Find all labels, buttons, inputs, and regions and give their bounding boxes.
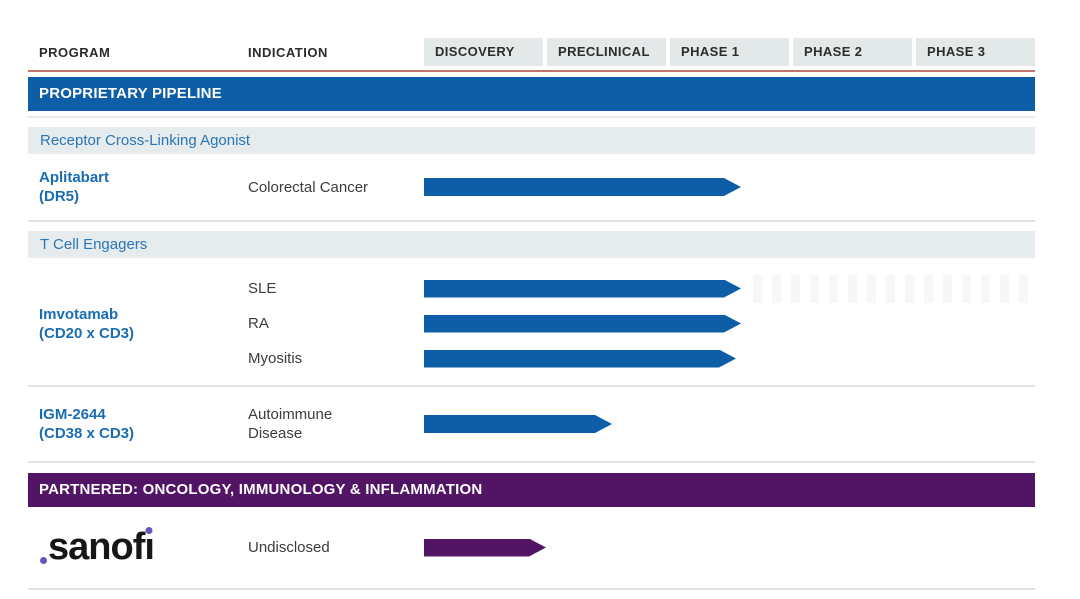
progress-arrow-imvotamab-myositis <box>424 350 736 368</box>
sanofi-s-dot <box>40 557 47 564</box>
program-group-igm-2644: IGM-2644 (CD38 x CD3) Autoimmune Disease <box>28 387 1035 461</box>
program-target-igm-2644: (CD38 x CD3) <box>39 425 135 442</box>
sanofi-logo: sanofı <box>39 526 155 569</box>
indication-column-header: INDICATION <box>248 44 328 60</box>
faint-stripes-artifact <box>753 274 1035 303</box>
program-target-imvotamab: (CD20 x CD3) <box>39 324 135 342</box>
pipeline-row-sle: SLE <box>248 271 1035 306</box>
progress-arrow-imvotamab-ra <box>424 315 741 333</box>
indication-autoimmune-disease: Autoimmune Disease <box>248 406 333 442</box>
pipeline-row-ra: RA <box>248 306 1035 341</box>
program-group-sanofi: sanofı Undisclosed <box>28 507 1035 588</box>
indication-ra: RA <box>248 315 269 332</box>
sanofi-i-dot <box>145 527 153 534</box>
progress-arrow-aplitabart-colorectal <box>424 178 741 196</box>
row-divider <box>28 588 1035 590</box>
proprietary-pipeline-banner: PROPRIETARY PIPELINE <box>28 77 1035 111</box>
phase-header-discovery: DISCOVERY <box>424 38 543 66</box>
phase-header-phase2: PHASE 2 <box>793 38 912 66</box>
progress-arrow-imvotamab-sle <box>424 280 741 298</box>
phase-header-phase1: PHASE 1 <box>670 38 789 66</box>
program-name-aplitabart: Aplitabart <box>39 169 110 186</box>
phase-header-boxes: DISCOVERY PRECLINICAL PHASE 1 PHASE 2 PH… <box>424 38 1035 66</box>
indication-colorectal-cancer: Colorectal Cancer <box>248 178 369 196</box>
program-name-imvotamab: Imvotamab <box>39 305 119 323</box>
indication-sle: SLE <box>248 280 277 297</box>
pipeline-row-autoimmune-disease: Autoimmune Disease <box>248 387 1035 461</box>
pipeline-row-myositis: Myositis <box>248 341 1035 376</box>
indication-undisclosed: Undisclosed <box>248 539 330 556</box>
progress-arrow-sanofi-undisclosed <box>424 539 546 557</box>
column-header-row: PROGRAM INDICATION DISCOVERY PRECLINICAL… <box>28 38 1035 66</box>
phase-header-phase3: PHASE 3 <box>916 38 1035 66</box>
banner-shadow-line <box>28 116 1035 118</box>
header-underline <box>28 70 1035 72</box>
row-divider <box>28 461 1035 463</box>
indication-myositis: Myositis <box>248 350 303 367</box>
pipeline-row-undisclosed: Undisclosed <box>248 507 1035 588</box>
program-name-igm-2644: IGM-2644 <box>39 406 106 423</box>
program-column-header: PROGRAM <box>39 44 111 60</box>
program-target-aplitabart: (DR5) <box>39 188 79 205</box>
phase-header-preclinical: PRECLINICAL <box>547 38 666 66</box>
sanofi-logo-text: sanofı <box>48 526 155 568</box>
program-group-aplitabart: Aplitabart (DR5) Colorectal Cancer <box>28 154 1035 220</box>
program-group-imvotamab: Imvotamab (CD20 x CD3) SLE RA <box>28 258 1035 385</box>
progress-arrow-igm-2644-autoimmune <box>424 415 612 433</box>
section-bar-receptor-cross-linking-agonist: Receptor Cross-Linking Agonist <box>28 127 1035 154</box>
row-divider <box>28 385 1035 387</box>
section-bar-t-cell-engagers: T Cell Engagers <box>28 231 1035 258</box>
pipeline-row-colorectal-cancer: Colorectal Cancer <box>248 154 1035 220</box>
partnered-banner: PARTNERED: ONCOLOGY, IMMUNOLOGY & INFLAM… <box>28 473 1035 507</box>
row-divider <box>28 220 1035 222</box>
